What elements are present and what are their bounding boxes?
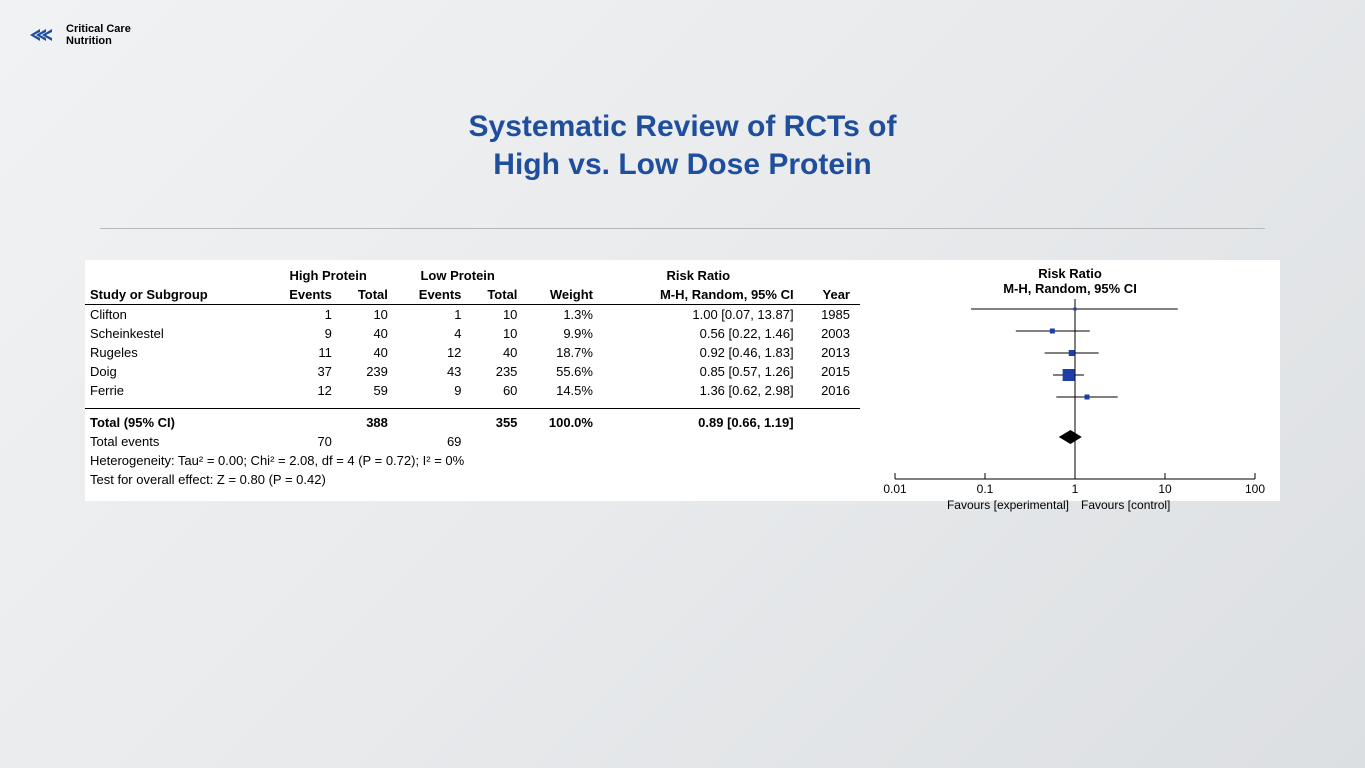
point-box	[1063, 369, 1075, 381]
cell-w: 9.9%	[522, 324, 598, 343]
cell-w: 18.7%	[522, 343, 598, 362]
title-divider	[100, 228, 1265, 229]
cell-yr: 2013	[799, 343, 860, 362]
point-box	[1085, 394, 1090, 399]
axis-tick-label: 100	[1245, 482, 1265, 496]
hdr-study: Study or Subgroup	[85, 285, 263, 305]
total-rr: 0.89 [0.66, 1.19]	[598, 408, 799, 432]
hdr-low-protein: Low Protein	[393, 266, 523, 285]
axis-tick-label: 0.1	[977, 482, 994, 496]
cell-rr: 1.00 [0.07, 13.87]	[598, 305, 799, 325]
point-box	[1069, 350, 1075, 356]
cell-he: 12	[263, 381, 337, 400]
cell-le: 4	[393, 324, 467, 343]
brand-logo: Critical Care Nutrition	[30, 22, 131, 48]
cell-lt: 235	[466, 362, 522, 381]
cell-yr: 2015	[799, 362, 860, 381]
forest-plot-container: High Protein Low Protein Risk Ratio Risk…	[85, 260, 1280, 501]
cell-ht: 59	[337, 381, 393, 400]
hdr-high-protein: High Protein	[263, 266, 393, 285]
hdr-rr-ci: M-H, Random, 95% CI	[598, 285, 799, 305]
cell-study: Rugeles	[85, 343, 263, 362]
cell-lt: 60	[466, 381, 522, 400]
hdr-lt: Total	[466, 285, 522, 305]
forest-plot-svg: 0.01 0.1 1 10 100 Favours [experimental] Favou…	[860, 259, 1280, 529]
cell-ht: 239	[337, 362, 393, 381]
cell-rr: 0.92 [0.46, 1.83]	[598, 343, 799, 362]
logo-icon	[30, 22, 60, 48]
hdr-ht: Total	[337, 285, 393, 305]
cell-study: Scheinkestel	[85, 324, 263, 343]
cell-le: 12	[393, 343, 467, 362]
title-line2: High vs. Low Dose Protein	[0, 146, 1365, 184]
cell-he: 1	[263, 305, 337, 325]
point-box	[1074, 307, 1077, 310]
axis-left-label: Favours [experimental]	[947, 498, 1069, 512]
cell-he: 9	[263, 324, 337, 343]
cell-he: 11	[263, 343, 337, 362]
total-events-le: 69	[393, 432, 467, 451]
logo-line2: Nutrition	[66, 35, 131, 47]
cell-le: 43	[393, 362, 467, 381]
cell-le: 1	[393, 305, 467, 325]
cell-study: Clifton	[85, 305, 263, 325]
hdr-year: Year	[799, 285, 860, 305]
axis-right-label: Favours [control]	[1081, 498, 1170, 512]
cell-yr: 2016	[799, 381, 860, 400]
logo-text: Critical Care Nutrition	[66, 23, 131, 47]
cell-yr: 2003	[799, 324, 860, 343]
cell-ht: 40	[337, 324, 393, 343]
cell-ht: 40	[337, 343, 393, 362]
axis-tick-label: 10	[1158, 482, 1172, 496]
cell-w: 55.6%	[522, 362, 598, 381]
total-events-label: Total events	[85, 432, 263, 451]
cell-lt: 40	[466, 343, 522, 362]
cell-he: 37	[263, 362, 337, 381]
cell-lt: 10	[466, 305, 522, 325]
cell-rr: 0.85 [0.57, 1.26]	[598, 362, 799, 381]
logo-line1: Critical Care	[66, 23, 131, 35]
overall-effect-text: Test for overall effect: Z = 0.80 (P = 0…	[85, 470, 860, 489]
total-diamond	[1059, 430, 1082, 444]
hdr-he: Events	[263, 285, 337, 305]
total-lt: 355	[466, 408, 522, 432]
axis-tick-label: 1	[1072, 482, 1079, 496]
page-title: Systematic Review of RCTs of High vs. Lo…	[0, 108, 1365, 183]
point-box	[1050, 328, 1055, 333]
cell-w: 1.3%	[522, 305, 598, 325]
cell-ht: 10	[337, 305, 393, 325]
cell-study: Ferrie	[85, 381, 263, 400]
axis-tick-label: 0.01	[883, 482, 907, 496]
cell-le: 9	[393, 381, 467, 400]
cell-lt: 10	[466, 324, 522, 343]
cell-w: 14.5%	[522, 381, 598, 400]
cell-yr: 1985	[799, 305, 860, 325]
total-ht: 388	[337, 408, 393, 432]
total-events-he: 70	[263, 432, 337, 451]
cell-study: Doig	[85, 362, 263, 381]
hdr-weight: Weight	[522, 285, 598, 305]
cell-rr: 1.36 [0.62, 2.98]	[598, 381, 799, 400]
cell-rr: 0.56 [0.22, 1.46]	[598, 324, 799, 343]
title-line1: Systematic Review of RCTs of	[0, 108, 1365, 146]
total-label: Total (95% CI)	[85, 408, 263, 432]
total-w: 100.0%	[522, 408, 598, 432]
hdr-rr: Risk Ratio	[598, 266, 799, 285]
heterogeneity-text: Heterogeneity: Tau² = 0.00; Chi² = 2.08,…	[85, 451, 860, 470]
hdr-le: Events	[393, 285, 467, 305]
